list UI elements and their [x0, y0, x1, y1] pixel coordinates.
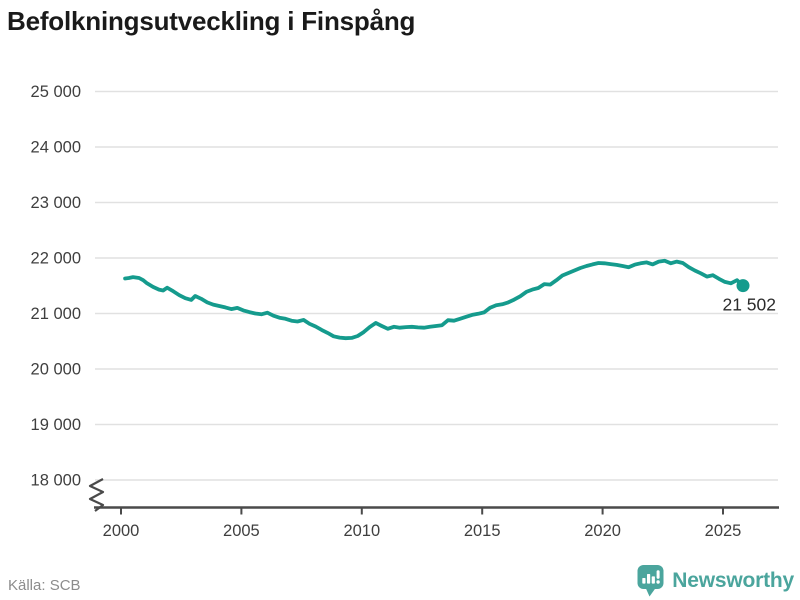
y-tick-label: 22 000	[31, 250, 81, 268]
y-tick-label: 25 000	[31, 83, 81, 101]
last-point-dot	[736, 279, 750, 293]
axis-break-icon	[88, 478, 105, 512]
x-tick-label: 2000	[103, 522, 140, 540]
line-chart: 18 000 19 000 20 000 21 000 22 000 23 000 24 0…	[31, 83, 779, 540]
x-tick-label: 2015	[464, 522, 501, 540]
y-tick-label: 20 000	[31, 361, 81, 379]
x-tick-label: 2020	[584, 522, 621, 540]
chart-title: Befolkningsutveckling i Finspång	[7, 6, 416, 36]
x-tick-label: 2010	[343, 522, 380, 540]
last-value-label: 21 502	[722, 295, 776, 315]
y-tick-label: 23 000	[31, 194, 81, 212]
y-tick-label: 19 000	[31, 416, 81, 434]
population-line	[123, 258, 745, 341]
y-tick-label: 18 000	[31, 472, 81, 490]
y-tick-label: 21 000	[31, 305, 81, 323]
newsworthy-logo-icon	[637, 565, 664, 597]
newsworthy-logo-text: Newsworthy	[672, 568, 794, 592]
x-tick-label: 2005	[223, 522, 260, 540]
y-tick-label: 24 000	[31, 139, 81, 157]
x-tick-label: 2025	[705, 522, 742, 540]
source-label: Källa: SCB	[8, 577, 81, 594]
newsworthy-branding: Newsworthy	[637, 564, 794, 597]
